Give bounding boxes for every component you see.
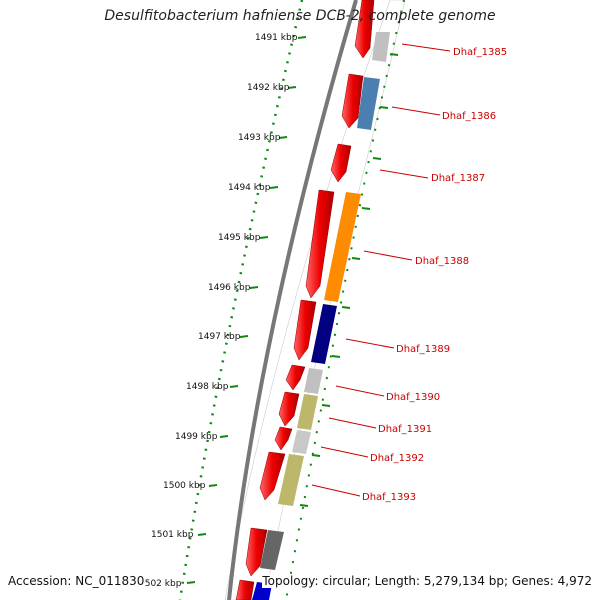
gene-block[interactable]	[278, 454, 304, 506]
gene-labels: Dhaf_1385 Dhaf_1386 Dhaf_1387 Dhaf_1388 …	[362, 47, 507, 503]
gene-arrow[interactable]	[274, 426, 293, 451]
gene-label-dhaf-1388[interactable]: Dhaf_1388	[415, 256, 469, 267]
outer-ring-ticks	[299, 53, 399, 507]
gene-label-dhaf-1391[interactable]: Dhaf_1391	[378, 424, 432, 435]
forward-cds-track	[235, 0, 375, 600]
genome-backbone	[227, 0, 358, 600]
gene-arrow[interactable]	[293, 299, 317, 361]
gene-arrow[interactable]	[354, 0, 375, 59]
gene-arrow[interactable]	[341, 73, 364, 129]
tick-label-1502: 1502 kbp	[139, 579, 182, 589]
genome-ring-band	[224, 0, 406, 600]
tick-label-1501: 1501 kbp	[151, 530, 194, 540]
gene-arrow[interactable]	[235, 579, 255, 600]
genome-title: Desulfitobacterium hafniense DCB-2, comp…	[104, 8, 496, 24]
gene-arrow[interactable]	[278, 391, 300, 427]
gene-arrow[interactable]	[259, 451, 286, 501]
leader-lines	[311, 43, 451, 497]
accession-text: Accession: NC_011830	[8, 574, 145, 588]
gene-arrow[interactable]	[305, 189, 335, 299]
scale-labels: 1491 kbp 1492 kbp 1493 kbp 1494 kbp 1495…	[139, 33, 298, 589]
gene-block[interactable]	[260, 530, 284, 570]
secondary-track	[252, 32, 390, 600]
tick-label-1491: 1491 kbp	[255, 33, 298, 43]
tick-label-1493: 1493 kbp	[238, 133, 281, 143]
tick-label-1498: 1498 kbp	[186, 382, 229, 392]
gene-label-dhaf-1392[interactable]: Dhaf_1392	[370, 453, 424, 464]
gene-arrow[interactable]	[330, 143, 352, 183]
gene-label-dhaf-1386[interactable]: Dhaf_1386	[442, 111, 496, 122]
gene-label-dhaf-1390[interactable]: Dhaf_1390	[386, 392, 440, 403]
tick-label-1494: 1494 kbp	[228, 183, 271, 193]
gene-label-dhaf-1389[interactable]: Dhaf_1389	[396, 344, 450, 355]
tick-label-1497: 1497 kbp	[198, 332, 241, 342]
gene-arrow[interactable]	[285, 364, 306, 391]
gene-block[interactable]	[357, 77, 380, 130]
tick-label-1499: 1499 kbp	[175, 432, 218, 442]
tick-label-1492: 1492 kbp	[247, 83, 290, 93]
gene-label-dhaf-1387[interactable]: Dhaf_1387	[431, 173, 485, 184]
tick-label-1496: 1496 kbp	[208, 283, 251, 293]
gene-block[interactable]	[292, 430, 311, 454]
tick-label-1500: 1500 kbp	[163, 481, 206, 491]
tick-label-1495: 1495 kbp	[218, 233, 261, 243]
gene-block[interactable]	[304, 368, 323, 394]
gene-block[interactable]	[297, 394, 318, 430]
gene-arrow[interactable]	[245, 527, 268, 577]
gene-block[interactable]	[324, 192, 361, 302]
genome-summary-text: Topology: circular; Length: 5,279,134 bp…	[262, 574, 592, 588]
gene-block[interactable]	[311, 304, 337, 364]
scale-ticks	[186, 36, 307, 584]
gene-block[interactable]	[372, 32, 390, 62]
gene-label-dhaf-1385[interactable]: Dhaf_1385	[453, 47, 507, 58]
scale-dotted-line	[178, 0, 304, 600]
gene-label-dhaf-1393[interactable]: Dhaf_1393	[362, 492, 416, 503]
